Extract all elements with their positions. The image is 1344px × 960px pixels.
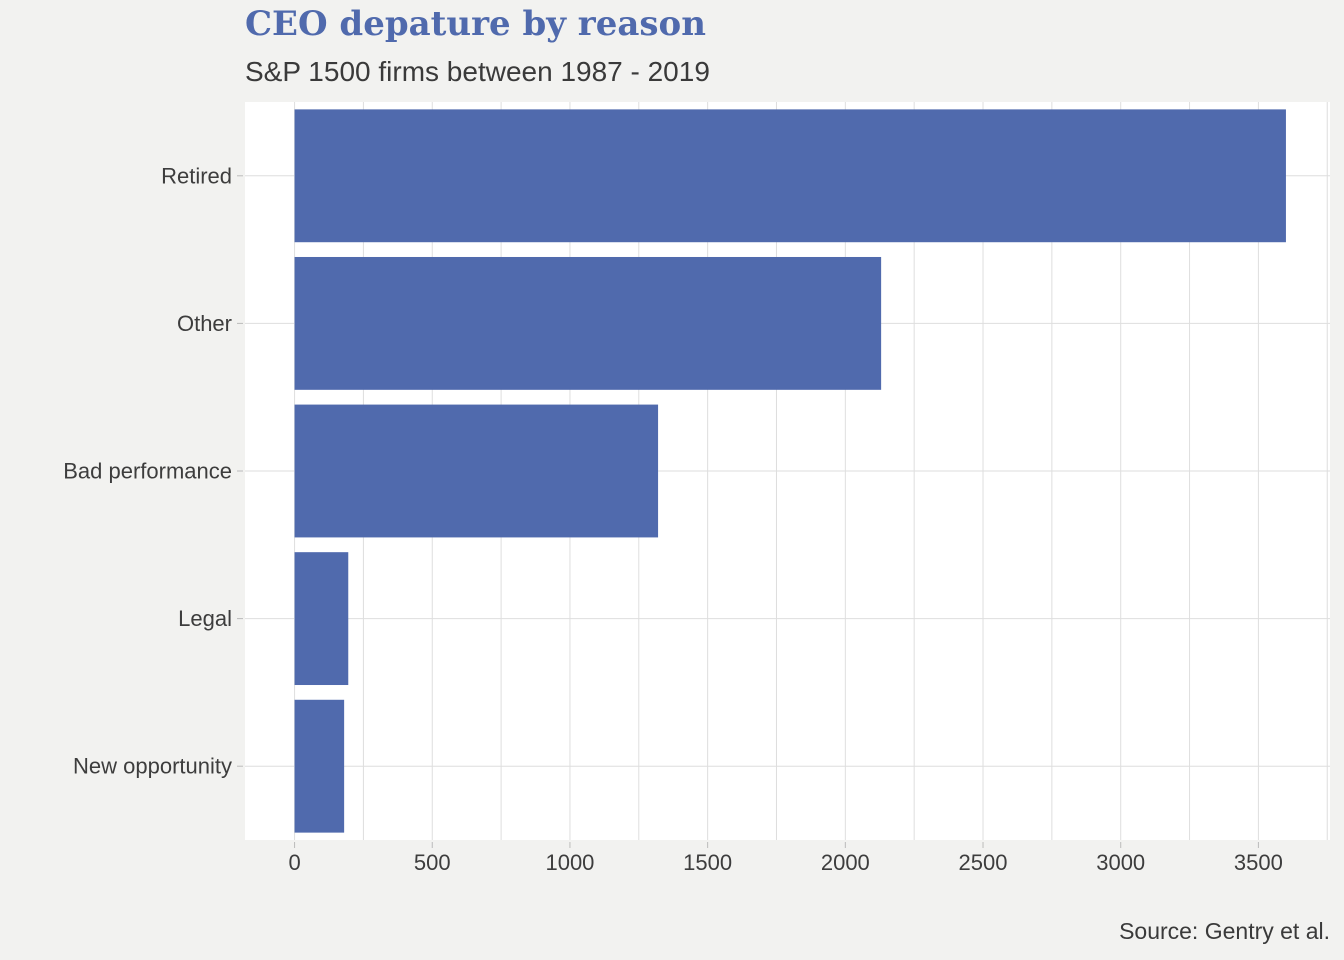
bar-legal <box>294 552 349 686</box>
y-axis: Retired Other Bad performance Legal New oppo… <box>63 163 243 779</box>
y-tick-label: Other <box>177 311 232 336</box>
y-tick-label: Bad performance <box>63 459 232 484</box>
x-tick-label: 0 <box>288 850 300 875</box>
x-tick-label: 1500 <box>683 850 732 875</box>
source-note: Source: Gentry et al. <box>1119 918 1330 944</box>
bars <box>294 109 1286 833</box>
x-axis: 0 500 1000 1500 2000 2500 3000 3500 <box>288 842 1283 875</box>
bar-new-opportunity <box>294 699 345 833</box>
chart-subtitle: S&P 1500 firms between 1987 - 2019 <box>245 56 710 87</box>
x-tick-label: 2000 <box>821 850 870 875</box>
x-tick-label: 3500 <box>1234 850 1283 875</box>
bar-retired <box>294 109 1286 243</box>
x-tick-label: 3000 <box>1096 850 1145 875</box>
bar-chart: Retired Other Bad performance Legal New oppo… <box>63 102 1330 875</box>
x-tick-label: 500 <box>414 850 451 875</box>
x-tick-label: 2500 <box>959 850 1008 875</box>
bar-bad-performance <box>294 404 659 538</box>
y-tick-label: New opportunity <box>73 754 232 779</box>
chart-title: CEO depature by reason <box>245 4 706 44</box>
bar-other <box>294 256 882 390</box>
x-tick-label: 1000 <box>545 850 594 875</box>
y-tick-label: Retired <box>161 163 232 188</box>
y-tick-label: Legal <box>178 606 232 631</box>
